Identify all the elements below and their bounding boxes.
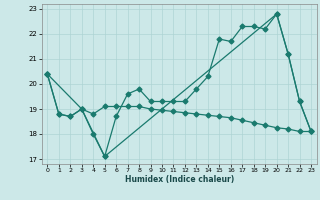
X-axis label: Humidex (Indice chaleur): Humidex (Indice chaleur): [124, 175, 234, 184]
